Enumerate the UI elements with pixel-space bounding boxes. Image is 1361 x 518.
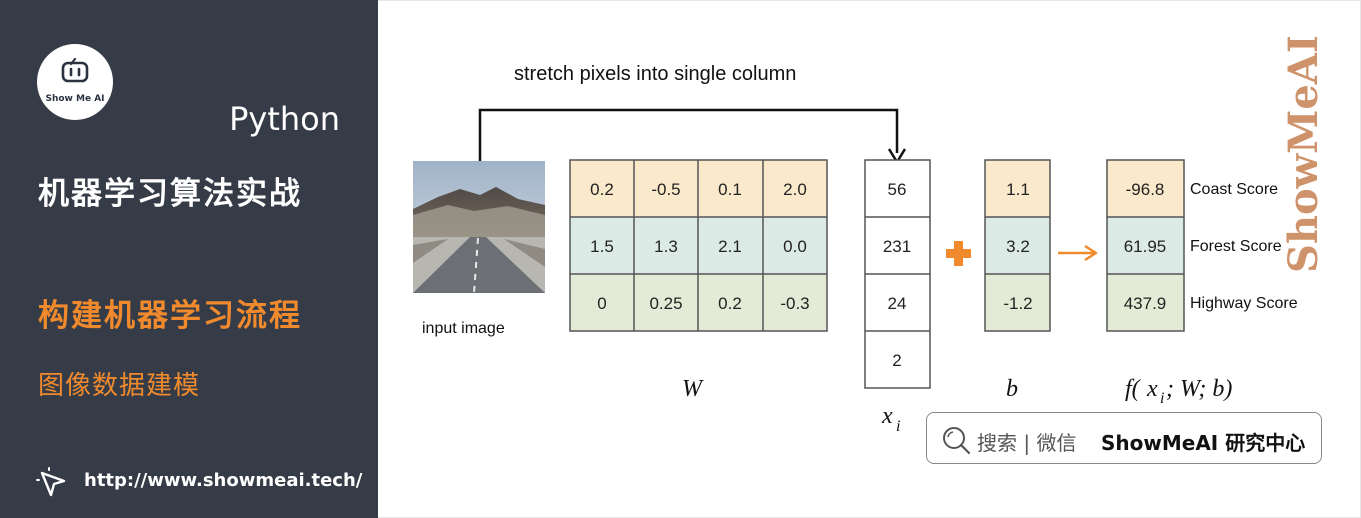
weight-cell: -0.5 [651,180,680,199]
image-classification-diagram: stretch pixels into single column input … [413,63,1298,435]
weight-cell: 1.5 [590,237,614,256]
output-cell: 61.95 [1124,237,1167,256]
weight-cell: 0.2 [590,180,614,199]
stretch-arrow [478,108,899,161]
plus-icon [946,241,971,266]
search-brand: ShowMeAI 研究中心 [1101,431,1306,455]
weight-cell: -0.3 [780,294,809,313]
search-prefix: 搜索 | 微信 [977,431,1077,455]
wechat-search-box[interactable]: 搜索 | 微信 ShowMeAI 研究中心 [926,412,1322,464]
course-title: 机器学习算法实战 [38,176,302,212]
diagram-caption: stretch pixels into single column [514,63,796,85]
weight-cell: 0.0 [783,237,807,256]
function-suffix: ; W; b) [1166,376,1232,402]
score-label-forest: Forest Score [1190,238,1282,255]
bias-vector: 1.1 3.2 -1.2 [984,159,1051,332]
output-cell: -96.8 [1126,180,1165,199]
weight-cell: 0.1 [718,180,742,199]
weight-symbol: W [682,376,704,402]
language-label: Python [229,100,340,138]
x-symbol: x [881,403,893,429]
cursor-click-icon [36,467,66,497]
pixel-vector: 56 231 24 2 [864,159,931,389]
weight-matrix: 0.2 -0.5 0.1 2.0 1.5 1.3 2.1 0.0 0 0.25 … [569,159,828,332]
weight-cell: 2.1 [718,237,742,256]
output-cell: 437.9 [1124,294,1167,313]
subsection-title: 图像数据建模 [38,371,201,401]
showmeai-logo: Show Me AI [37,44,113,120]
score-label-coast: Coast Score [1190,181,1278,198]
output-vector: -96.8 61.95 437.9 [1106,159,1185,332]
pixel-cell: 2 [892,351,901,370]
input-image [413,161,545,294]
weight-cell: 0.25 [649,294,682,313]
bias-cell: -1.2 [1003,294,1032,313]
logo-text: Show Me AI [45,94,105,104]
showmeai-watermark: ShowMeAI [1269,34,1341,277]
pixel-cell: 24 [888,294,907,313]
input-image-label: input image [422,320,505,337]
function-x: x [1146,376,1158,402]
bias-symbol: b [1006,376,1018,402]
score-label-highway: Highway Score [1190,295,1298,312]
robot-face-icon [61,58,89,83]
website-link[interactable]: http://www.showmeai.tech/ [84,470,363,491]
watermark-text: ShowMeAI [1280,37,1327,273]
section-title: 构建机器学习流程 [38,298,302,334]
search-icon [943,427,971,455]
weight-cell: 2.0 [783,180,807,199]
bias-cell: 1.1 [1006,180,1030,199]
weight-cell: 1.3 [654,237,678,256]
sidebar: Show Me AI Python 机器学习算法实战 构建机器学习流程 图像数据… [0,0,378,518]
weight-cell: 0.2 [718,294,742,313]
x-subscript: i [896,418,900,435]
main-panel: stretch pixels into single column input … [378,0,1361,518]
function-prefix: f( [1125,376,1142,402]
pixel-cell: 56 [888,180,907,199]
function-x-subscript: i [1160,390,1164,407]
bias-cell: 3.2 [1006,237,1030,256]
function-symbol: f( x i ; W; b) [1125,376,1232,407]
pixel-cell: 231 [883,237,911,256]
weight-cell: 0 [597,294,606,313]
arrow-right-icon [1058,244,1098,262]
